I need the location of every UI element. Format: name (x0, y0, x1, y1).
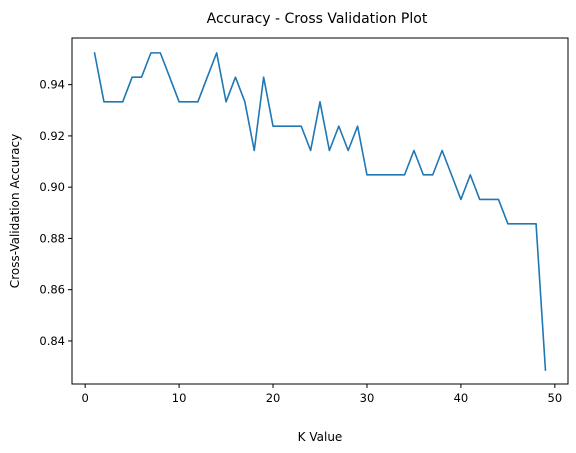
y-axis: 0.84 0.86 0.88 0.90 0.92 0.94 (39, 78, 72, 348)
x-tick-label: 40 (454, 391, 469, 405)
y-tick-label: 0.92 (39, 129, 65, 143)
y-tick-label: 0.88 (39, 231, 65, 245)
y-tick-label: 0.94 (39, 78, 65, 92)
x-axis-label: K Value (298, 430, 343, 444)
plot-area (93, 52, 547, 371)
accuracy-line (93, 52, 547, 371)
x-axis: 0 10 20 30 40 50 (81, 384, 562, 405)
x-tick-label: 50 (548, 391, 563, 405)
x-tick-label: 0 (81, 391, 88, 405)
y-tick-label: 0.90 (39, 180, 65, 194)
x-tick-label: 30 (360, 391, 375, 405)
y-tick-label: 0.86 (39, 283, 65, 297)
chart-title: Accuracy - Cross Validation Plot (207, 11, 428, 27)
x-tick-label: 20 (266, 391, 281, 405)
axes-frame (71, 37, 569, 385)
x-tick-label: 10 (172, 391, 187, 405)
y-axis-label: Cross-Validation Accuracy (8, 134, 22, 288)
y-tick-label: 0.84 (39, 334, 65, 348)
